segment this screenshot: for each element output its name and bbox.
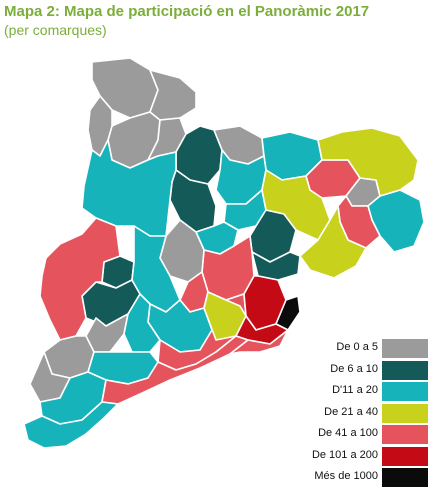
comarca-region — [275, 295, 301, 331]
legend-swatch — [382, 360, 428, 380]
legend-swatch — [382, 468, 428, 487]
legend-label: De 41 a 100 — [318, 427, 378, 439]
legend-item: De 101 a 200 — [302, 446, 432, 468]
legend-item: Més de 1000 — [302, 467, 432, 489]
comarca-region — [229, 329, 289, 355]
comarca-region — [147, 299, 213, 353]
legend-item: De 21 a 40 — [302, 403, 432, 425]
map-legend: De 0 a 5 De 6 a 10 D'11 a 20 De 21 a 40 De 4… — [302, 338, 432, 489]
comarca-region — [299, 205, 367, 279]
legend-label: De 0 a 5 — [336, 341, 378, 353]
legend-swatch — [382, 425, 428, 444]
legend-swatch — [382, 382, 428, 401]
legend-swatch — [382, 339, 428, 358]
comarca-region — [367, 189, 425, 253]
page-subtitle: (per comarques) — [4, 22, 107, 38]
comarca-region — [101, 335, 249, 405]
legend-item: D'11 a 20 — [302, 381, 432, 403]
legend-label: Més de 1000 — [314, 470, 378, 482]
legend-label: De 101 a 200 — [311, 448, 378, 461]
comarca-region — [317, 127, 419, 197]
legend-label: De 21 a 40 — [324, 405, 378, 418]
page-title: Mapa 2: Mapa de participació en el Panor… — [4, 3, 370, 20]
legend-label: De 6 a 10 — [330, 362, 378, 375]
comarca-region — [23, 401, 119, 449]
legend-swatch — [382, 403, 428, 423]
legend-item: De 0 a 5 — [302, 338, 432, 360]
legend-swatch — [382, 446, 428, 466]
legend-item: De 6 a 10 — [302, 360, 432, 382]
legend-label: D'11 a 20 — [332, 384, 378, 396]
legend-item: De 41 a 100 — [302, 424, 432, 446]
comarca-region — [149, 69, 197, 121]
comarca-region — [39, 217, 121, 341]
